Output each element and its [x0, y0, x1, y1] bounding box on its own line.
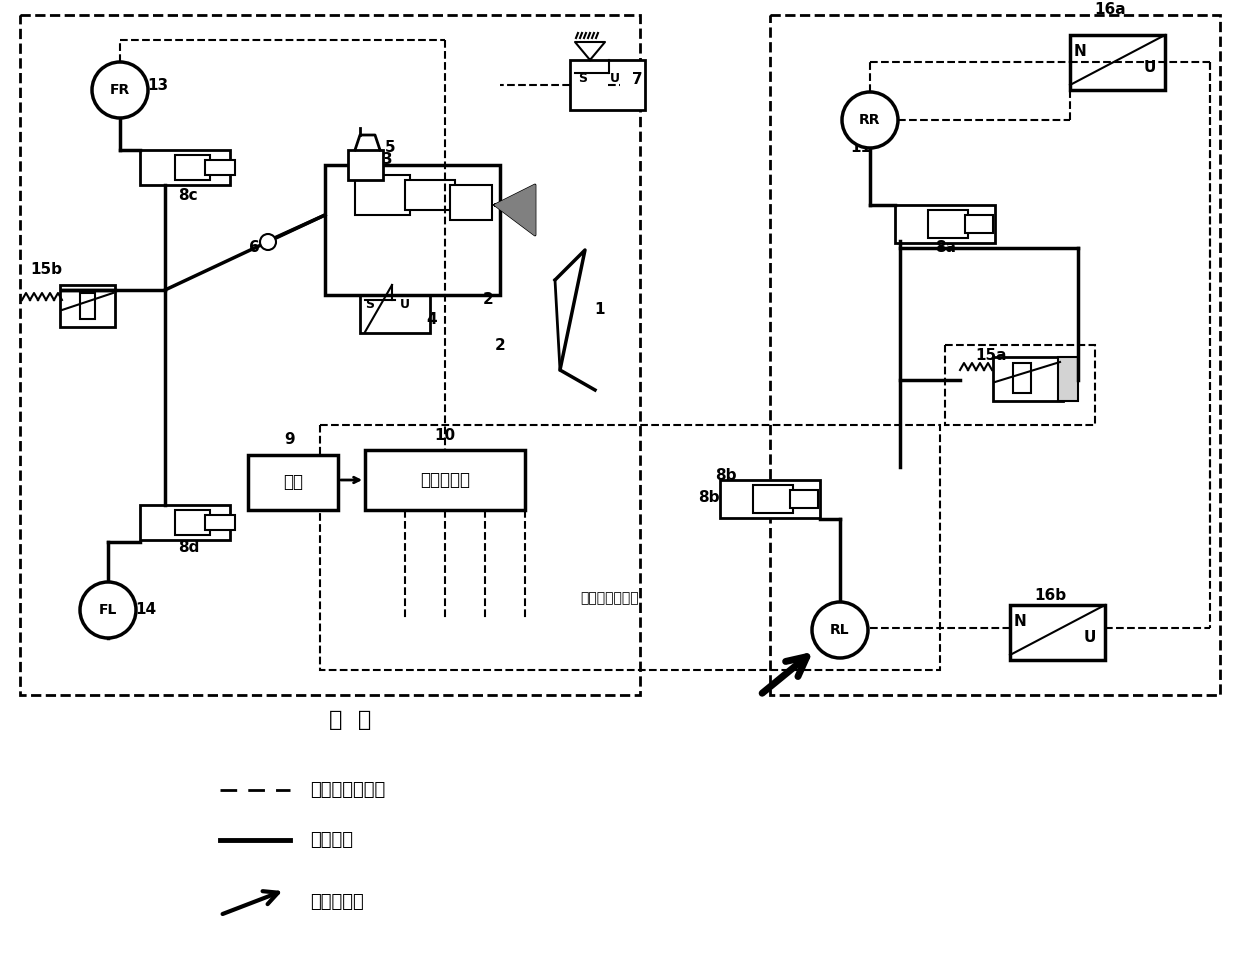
Text: 信号线和电源线: 信号线和电源线 — [310, 781, 385, 799]
Text: S: S — [366, 298, 374, 310]
Bar — [570, 60, 646, 110]
Text: 电源: 电源 — [282, 473, 304, 491]
Bar — [895, 205, 995, 243]
Text: 16b: 16b — [1033, 588, 1066, 603]
Text: FR: FR — [110, 83, 130, 97]
Text: 至其它电控系统: 至其它电控系统 — [580, 591, 638, 605]
Bar — [366, 450, 525, 510]
Text: 图  例: 图 例 — [328, 710, 372, 730]
Bar — [356, 175, 410, 215]
Circle shape — [92, 62, 147, 118]
Bar — [204, 160, 235, 175]
Text: 11: 11 — [850, 140, 871, 156]
Text: U: U — [1084, 631, 1097, 645]
Bar — [140, 150, 230, 185]
Bar — [325, 165, 501, 295]
Circle shape — [81, 582, 136, 638]
Text: 14: 14 — [135, 603, 156, 617]
Bar — [140, 505, 230, 540]
Text: 4: 4 — [426, 313, 437, 327]
Text: 制动力方向: 制动力方向 — [310, 893, 364, 911]
Bar — [1058, 357, 1078, 401]
Bar — [450, 185, 492, 220]
Text: 8b: 8b — [715, 468, 736, 483]
Bar — [175, 510, 209, 535]
Text: U: U — [1144, 60, 1156, 76]
Text: 制动控制器: 制动控制器 — [420, 471, 470, 489]
Bar — [1014, 363, 1031, 393]
Text: 8a: 8a — [935, 241, 957, 255]
Text: 8b: 8b — [699, 491, 720, 506]
Bar — [405, 180, 455, 210]
Bar — [248, 455, 338, 510]
Text: 15a: 15a — [975, 348, 1006, 363]
Text: RR: RR — [860, 113, 881, 127]
Text: 13: 13 — [147, 78, 169, 92]
Bar — [1010, 605, 1105, 660]
Text: RL: RL — [830, 623, 850, 637]
Text: U: U — [400, 298, 410, 310]
Text: 制动管路: 制动管路 — [310, 831, 353, 849]
Text: 15b: 15b — [30, 262, 62, 277]
Text: 5: 5 — [384, 140, 395, 156]
Bar — [753, 485, 793, 513]
Circle shape — [260, 234, 276, 250]
Text: 2: 2 — [483, 293, 493, 307]
Bar — [992, 357, 1063, 401]
Polygon shape — [496, 185, 535, 235]
Text: 16a: 16a — [1094, 3, 1126, 17]
Circle shape — [843, 92, 898, 148]
Bar — [81, 293, 95, 319]
Circle shape — [812, 602, 869, 658]
Text: 8d: 8d — [178, 540, 199, 556]
Text: U: U — [610, 71, 620, 84]
Text: S: S — [579, 71, 587, 84]
Bar — [965, 215, 992, 233]
Bar — [348, 150, 383, 180]
Bar — [928, 210, 968, 238]
Bar — [720, 480, 820, 518]
Bar — [59, 285, 115, 327]
Bar — [204, 515, 235, 530]
Text: N: N — [1074, 44, 1087, 60]
Bar — [361, 285, 430, 333]
Text: FL: FL — [99, 603, 118, 617]
Text: 1: 1 — [595, 302, 605, 318]
Text: 9: 9 — [285, 433, 295, 447]
Text: 10: 10 — [435, 427, 456, 443]
Text: 3: 3 — [382, 153, 393, 167]
Bar — [790, 490, 818, 508]
Text: 2: 2 — [494, 338, 506, 352]
Bar — [175, 155, 209, 180]
Bar — [1070, 35, 1165, 90]
Text: N: N — [1014, 614, 1026, 630]
Text: 8c: 8c — [178, 187, 198, 203]
Text: 7: 7 — [632, 73, 643, 87]
Text: 12: 12 — [818, 640, 839, 656]
Text: 6: 6 — [249, 241, 260, 255]
